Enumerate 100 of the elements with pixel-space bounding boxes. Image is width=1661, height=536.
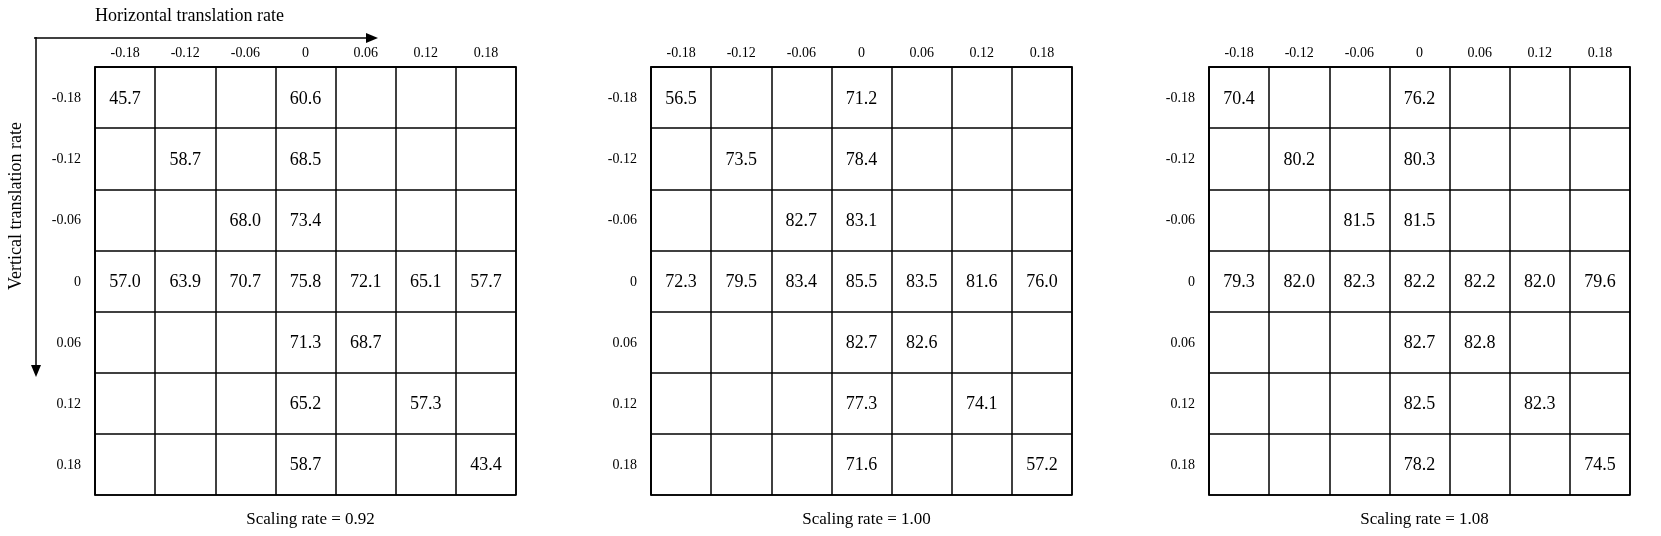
data-label: 85.5 bbox=[845, 271, 878, 291]
data-label: 82.6 bbox=[905, 332, 938, 353]
data-label: 65.1 bbox=[410, 271, 442, 291]
x-tick-label: 0.06 bbox=[1467, 44, 1492, 60]
text: Scaling rate = 1.08 bbox=[1360, 509, 1489, 528]
data-label: 80.3 bbox=[1403, 148, 1436, 169]
data-label: 58.7 bbox=[169, 148, 201, 169]
y-tick-label: 0.06 bbox=[56, 334, 81, 350]
data-label: 79.5 bbox=[725, 271, 757, 291]
data-label: 77.3 bbox=[845, 393, 878, 414]
data-label: 81.5 bbox=[1343, 209, 1376, 230]
data-label: 79.6 bbox=[1584, 271, 1616, 291]
data-label: 83.1 bbox=[845, 209, 878, 230]
data-label: 73.4 bbox=[289, 209, 322, 230]
y-tick-label: 0 bbox=[630, 273, 637, 289]
data-label: 70.7 bbox=[229, 271, 262, 291]
x-tick-label: -0.12 bbox=[726, 44, 756, 60]
data-label: 58.7 bbox=[289, 454, 322, 475]
data-label: 57.0 bbox=[109, 271, 141, 291]
data-label: 71.3 bbox=[289, 332, 322, 353]
x-tick-label: 0 bbox=[1416, 44, 1423, 60]
data-label: 73.5 bbox=[725, 148, 757, 169]
y-tick-label: -0.18 bbox=[607, 90, 637, 106]
x-tick-label: -0.18 bbox=[666, 44, 696, 60]
data-label: 76.0 bbox=[1026, 271, 1058, 291]
data-label: 57.3 bbox=[410, 393, 442, 414]
data-label: 82.3 bbox=[1343, 271, 1376, 291]
data-label: 72.3 bbox=[665, 271, 697, 291]
data-label: 82.2 bbox=[1403, 271, 1436, 291]
data-label: 71.6 bbox=[845, 454, 878, 475]
data-label: 82.2 bbox=[1463, 271, 1496, 291]
y-tick-label: -0.06 bbox=[1165, 212, 1195, 228]
data-label: 71.2 bbox=[845, 87, 878, 108]
data-label: 76.2 bbox=[1403, 87, 1436, 108]
x-axis-title: Horizontal translation rate bbox=[95, 5, 284, 25]
data-label: 70.4 bbox=[1223, 87, 1255, 108]
data-label: 82.8 bbox=[1463, 332, 1496, 353]
y-tick-label: -0.12 bbox=[607, 151, 637, 167]
data-label: 68.0 bbox=[229, 209, 262, 230]
data-label: 68.7 bbox=[349, 332, 382, 353]
data-label: 63.9 bbox=[169, 271, 201, 291]
data-label: 79.3 bbox=[1223, 271, 1255, 291]
y-tick-label: -0.18 bbox=[1165, 90, 1195, 106]
x-tick-label: 0 bbox=[858, 44, 865, 60]
data-label: 65.2 bbox=[289, 393, 322, 414]
x-tick-label: -0.06 bbox=[1344, 44, 1374, 60]
data-label: 78.4 bbox=[845, 148, 878, 169]
y-tick-label: 0.18 bbox=[56, 456, 81, 472]
data-label: 57.7 bbox=[470, 271, 502, 291]
x-tick-label: -0.06 bbox=[786, 44, 816, 60]
data-label: 83.5 bbox=[905, 271, 938, 291]
x-tick-label: 0 bbox=[302, 44, 309, 60]
text: Scaling rate = 0.92 bbox=[246, 509, 375, 528]
x-tick-label: -0.18 bbox=[1224, 44, 1254, 60]
x-tick-label: 0.18 bbox=[1587, 44, 1613, 60]
data-label: 82.3 bbox=[1524, 393, 1556, 414]
y-tick-label: -0.18 bbox=[51, 90, 81, 106]
x-tick-label: -0.12 bbox=[1284, 44, 1314, 60]
y-tick-label: 0.12 bbox=[612, 395, 637, 411]
data-label: 82.5 bbox=[1403, 393, 1436, 414]
y-tick-label: -0.12 bbox=[1165, 151, 1195, 167]
x-tick-label: 0.12 bbox=[413, 44, 439, 60]
y-tick-label: 0 bbox=[1188, 273, 1195, 289]
data-label: 45.7 bbox=[109, 87, 141, 108]
x-tick-label: -0.18 bbox=[110, 44, 140, 60]
data-label: 78.2 bbox=[1403, 454, 1436, 475]
data-label: 82.7 bbox=[845, 332, 878, 353]
data-label: 74.1 bbox=[966, 393, 998, 414]
data-label: 74.5 bbox=[1584, 454, 1616, 475]
y-tick-label: 0.12 bbox=[56, 395, 81, 411]
data-label: 43.4 bbox=[470, 454, 502, 475]
x-tick-label: 0.06 bbox=[353, 44, 378, 60]
data-label: 83.4 bbox=[785, 271, 818, 291]
x-tick-label: 0.06 bbox=[909, 44, 934, 60]
y-tick-label: 0.06 bbox=[1170, 334, 1195, 350]
x-tick-label: 0.18 bbox=[473, 44, 499, 60]
y-tick-label: -0.06 bbox=[51, 212, 81, 228]
data-label: 68.5 bbox=[289, 148, 322, 169]
data-label: 56.5 bbox=[665, 87, 697, 108]
data-label: 82.7 bbox=[1403, 332, 1436, 353]
x-tick-label: 0.12 bbox=[969, 44, 995, 60]
x-tick-label: -0.06 bbox=[230, 44, 260, 60]
x-tick-label: -0.12 bbox=[170, 44, 200, 60]
y-tick-label: 0.18 bbox=[1170, 456, 1195, 472]
data-label: 57.2 bbox=[1026, 454, 1058, 475]
x-tick-label: 0.12 bbox=[1527, 44, 1553, 60]
y-tick-label: -0.06 bbox=[607, 212, 637, 228]
y-tick-label: 0.06 bbox=[612, 334, 637, 350]
y-tick-label: 0.18 bbox=[612, 456, 637, 472]
y-tick-label: -0.12 bbox=[51, 151, 81, 167]
data-label: 82.7 bbox=[785, 209, 818, 230]
y-axis-title: Vertical translation rate bbox=[5, 122, 25, 290]
text: Scaling rate = 1.00 bbox=[802, 509, 931, 528]
x-tick-label: 0.18 bbox=[1029, 44, 1055, 60]
data-label: 81.6 bbox=[966, 271, 998, 291]
y-tick-label: 0.12 bbox=[1170, 395, 1195, 411]
data-label: 75.8 bbox=[289, 271, 322, 291]
data-label: 82.0 bbox=[1524, 271, 1556, 291]
data-label: 81.5 bbox=[1403, 209, 1436, 230]
y-tick-label: 0 bbox=[74, 273, 81, 289]
